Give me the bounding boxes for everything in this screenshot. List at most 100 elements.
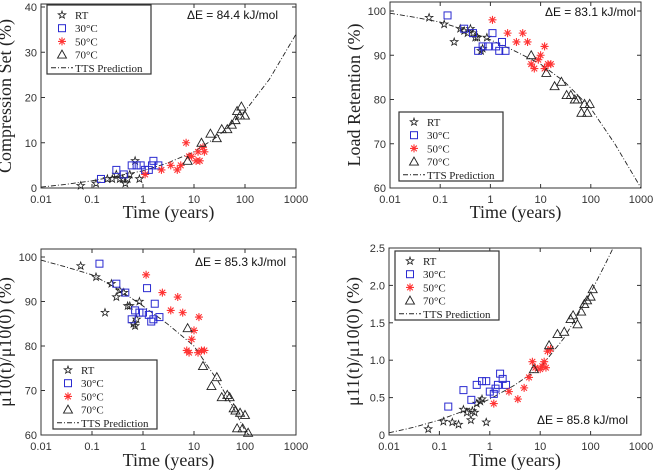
x-tick-label: 1000	[284, 441, 308, 453]
y-tick-label: 70	[374, 139, 386, 151]
legend-label: 50°C	[81, 391, 104, 403]
data-point	[91, 271, 101, 282]
activation-energy-annotation: ΔE = 85.3 kJ/mol	[195, 255, 286, 269]
legend-label: 30°C	[423, 269, 446, 281]
legend-marker	[409, 116, 419, 127]
data-point	[166, 306, 175, 315]
x-tick-label: 0.1	[84, 441, 99, 453]
data-point	[481, 417, 492, 427]
data-point	[541, 363, 550, 372]
data-point	[187, 335, 196, 344]
series-70C	[528, 283, 598, 374]
data-point	[131, 314, 142, 324]
data-point	[111, 291, 122, 302]
data-point	[520, 383, 529, 392]
data-point	[206, 380, 217, 390]
x-tick-label: 0.01	[30, 194, 51, 206]
data-point	[230, 114, 241, 125]
data-point	[482, 377, 491, 386]
x-tick-label: 1000	[629, 194, 653, 206]
series-50C	[141, 138, 209, 179]
legend-marker	[406, 283, 414, 292]
x-tick-label: 1000	[629, 441, 653, 453]
data-point	[438, 416, 449, 426]
data-point	[585, 291, 596, 301]
data-point	[459, 386, 468, 395]
data-point	[230, 405, 241, 415]
data-point	[185, 348, 194, 357]
x-tick-label: 1	[140, 441, 146, 453]
data-point	[423, 423, 434, 434]
data-point	[484, 42, 493, 51]
legend-label: 50°C	[423, 282, 446, 294]
y-tick-label: 2.0	[370, 280, 385, 292]
activation-energy-annotation: ΔE = 85.8 kJ/mol	[537, 413, 628, 427]
data-point	[136, 161, 145, 170]
x-tick-label: 10	[534, 194, 546, 206]
x-tick-label: 10	[534, 441, 546, 453]
data-point	[447, 417, 458, 427]
x-tick-label: 10	[188, 441, 200, 453]
legend-marker	[64, 392, 72, 401]
legend-label: TTS Prediction	[81, 418, 149, 430]
data-point	[119, 170, 128, 179]
data-point	[453, 419, 464, 429]
data-point	[497, 37, 506, 46]
data-point	[449, 36, 460, 47]
data-point	[572, 318, 583, 329]
data-point	[540, 42, 549, 51]
data-point	[443, 11, 452, 20]
x-tick-label: 0.01	[379, 194, 400, 206]
y-tick-label: 100	[19, 252, 37, 264]
data-point	[194, 147, 203, 156]
data-point	[528, 357, 537, 366]
y-tick-label: 60	[374, 183, 386, 195]
data-point	[527, 60, 536, 69]
data-point	[540, 64, 549, 73]
data-point	[528, 363, 540, 374]
data-point	[496, 369, 505, 378]
data-point	[239, 409, 251, 419]
data-point	[540, 357, 549, 366]
data-point	[127, 315, 136, 324]
legend-marker	[406, 270, 414, 279]
legend-label: RT	[427, 117, 441, 129]
data-point	[242, 427, 254, 437]
data-point	[239, 110, 251, 120]
data-point	[584, 98, 595, 108]
x-tick-label: 1000	[284, 194, 308, 206]
data-point	[121, 288, 130, 297]
series-30C	[444, 369, 511, 411]
y-tick-label: 10	[25, 138, 37, 150]
data-point	[579, 98, 590, 108]
data-point	[96, 174, 105, 183]
legend-marker	[408, 156, 420, 166]
y-tick-label: 20	[25, 93, 37, 105]
x-tick-label: 0.01	[30, 441, 51, 453]
legend-label: RT	[81, 365, 95, 377]
data-point	[546, 60, 555, 69]
series-70C	[182, 101, 251, 165]
data-point	[211, 132, 223, 143]
data-point	[143, 284, 152, 293]
x-tick-label: 0.01	[378, 441, 399, 453]
data-point	[166, 161, 175, 170]
activation-energy-annotation: ΔE = 83.1 kJ/mol	[545, 5, 636, 19]
data-point	[523, 37, 532, 46]
data-point	[154, 161, 163, 170]
legend-marker	[405, 255, 415, 266]
data-point	[200, 147, 209, 156]
series-70C	[182, 322, 254, 437]
data-point	[461, 407, 472, 417]
y-axis-label: Load Retention (%)	[344, 24, 365, 167]
data-point	[489, 389, 498, 398]
legend-marker	[58, 24, 66, 33]
data-point	[100, 307, 110, 317]
series-RT	[423, 393, 492, 434]
data-point	[567, 309, 579, 320]
data-point	[525, 49, 537, 60]
data-point	[493, 380, 502, 389]
legend-label: 70°C	[81, 405, 104, 417]
